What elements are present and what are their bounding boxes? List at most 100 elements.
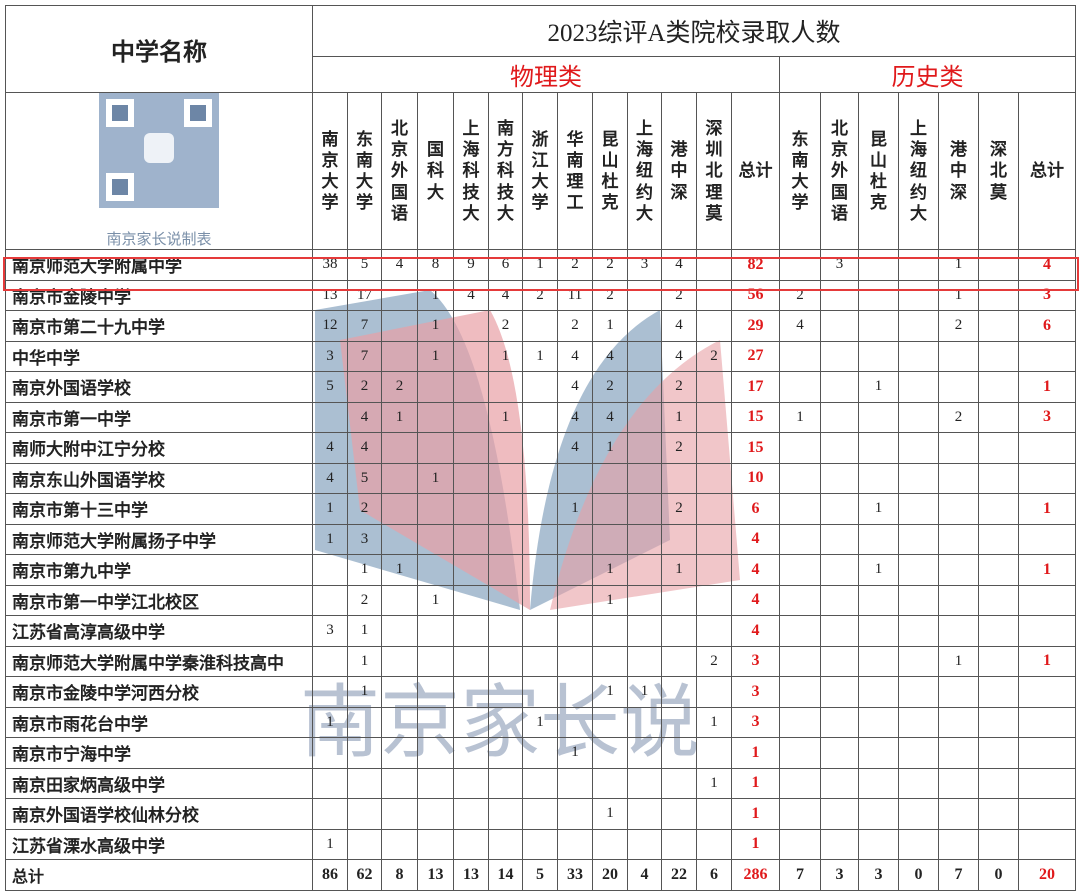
count-cell	[627, 828, 662, 860]
school-name: 南京市第十三中学	[5, 493, 313, 525]
column-header: 浙江大学	[522, 92, 558, 250]
count-cell	[417, 828, 454, 860]
count-cell	[978, 737, 1019, 769]
count-cell: 1	[592, 584, 628, 616]
column-header-text: 深圳北理莫	[705, 118, 723, 223]
count-cell	[898, 737, 939, 769]
count-cell	[627, 737, 662, 769]
count-cell: 2	[557, 249, 593, 281]
count-cell: 7	[779, 859, 821, 891]
count-cell	[347, 706, 382, 738]
count-cell: 4	[661, 310, 697, 342]
count-cell: 2	[347, 584, 382, 616]
count-cell: 2	[381, 371, 418, 403]
column-header: 北京外国语	[381, 92, 418, 250]
column-header-text: 上海纽约大	[636, 118, 653, 223]
count-cell: 2	[661, 371, 697, 403]
header-row: 中学名称 2023综评A类院校录取人数	[5, 5, 1076, 93]
count-cell	[488, 706, 523, 738]
count-cell	[938, 340, 979, 372]
count-cell	[820, 767, 859, 799]
count-cell	[696, 523, 732, 555]
count-cell	[453, 737, 489, 769]
column-header-text: 东南大学	[356, 129, 373, 213]
count-cell	[898, 462, 939, 494]
total-cell: 286	[731, 859, 780, 891]
count-cell	[312, 676, 348, 708]
count-cell	[453, 340, 489, 372]
count-cell: 4	[557, 371, 593, 403]
column-header-text: 南京大学	[321, 129, 339, 213]
count-cell	[978, 767, 1019, 799]
count-cell	[978, 615, 1019, 647]
count-cell	[820, 371, 859, 403]
count-cell	[312, 767, 348, 799]
count-cell	[627, 523, 662, 555]
count-cell	[820, 493, 859, 525]
data-row: 南京师范大学附属中学秦淮科技高中 1 2 3 1 1	[5, 645, 1076, 677]
count-cell	[898, 493, 939, 525]
count-cell	[938, 554, 979, 586]
count-cell	[898, 706, 939, 738]
count-cell	[312, 401, 348, 433]
count-cell	[938, 523, 979, 555]
column-header-text: 港中深	[950, 140, 967, 202]
count-cell	[978, 249, 1019, 281]
school-name: 总计	[5, 859, 313, 891]
school-name: 南京市雨花台中学	[5, 706, 313, 738]
count-cell	[522, 554, 558, 586]
count-cell: 4	[557, 340, 593, 372]
column-header-text: 昆山杜克	[601, 129, 619, 213]
count-cell: 2	[347, 493, 382, 525]
column-header: 昆山杜克	[858, 92, 899, 250]
total-cell: 1	[731, 798, 780, 830]
count-cell: 1	[557, 493, 593, 525]
count-cell	[938, 798, 979, 830]
total-cell: 3	[731, 676, 780, 708]
count-cell	[592, 523, 628, 555]
count-cell	[898, 584, 939, 616]
count-cell	[661, 584, 697, 616]
count-cell	[820, 340, 859, 372]
count-cell	[978, 798, 1019, 830]
count-cell	[627, 645, 662, 677]
school-name: 南京师范大学附属扬子中学	[5, 523, 313, 555]
count-cell	[557, 645, 593, 677]
total-cell: 20	[1018, 859, 1076, 891]
count-cell	[696, 584, 732, 616]
count-cell	[820, 737, 859, 769]
count-cell	[779, 554, 821, 586]
school-name: 南京市第九中学	[5, 554, 313, 586]
data-row: 南京市第一中学 4 1 1 4 4 1 15 1 2 3	[5, 401, 1076, 433]
qr-caption: 南京家长说制表	[106, 232, 212, 248]
count-cell	[453, 615, 489, 647]
count-cell	[453, 462, 489, 494]
count-cell	[898, 615, 939, 647]
count-cell	[312, 645, 348, 677]
count-cell: 1	[488, 401, 523, 433]
count-cell	[978, 584, 1019, 616]
count-cell	[938, 706, 979, 738]
count-cell	[820, 706, 859, 738]
count-cell	[978, 432, 1019, 464]
count-cell	[938, 371, 979, 403]
count-cell	[898, 828, 939, 860]
count-cell	[417, 798, 454, 830]
count-cell	[522, 310, 558, 342]
count-cell: 1	[592, 310, 628, 342]
count-cell	[522, 401, 558, 433]
total-cell	[1018, 523, 1076, 555]
count-cell	[417, 493, 454, 525]
count-cell	[898, 310, 939, 342]
school-name: 江苏省高淳高级中学	[5, 615, 313, 647]
data-row: 中华中学 3 7 1 1 1 4 4 4 2 27	[5, 340, 1076, 372]
data-row: 南京外国语学校 5 2 2 4 2 2 17 1 1	[5, 371, 1076, 403]
column-header: 上海纽约大	[627, 92, 662, 250]
count-cell: 1	[696, 767, 732, 799]
count-cell: 2	[661, 493, 697, 525]
count-cell	[779, 523, 821, 555]
count-cell	[488, 767, 523, 799]
total-cell: 17	[731, 371, 780, 403]
count-cell: 7	[938, 859, 979, 891]
count-cell	[488, 493, 523, 525]
